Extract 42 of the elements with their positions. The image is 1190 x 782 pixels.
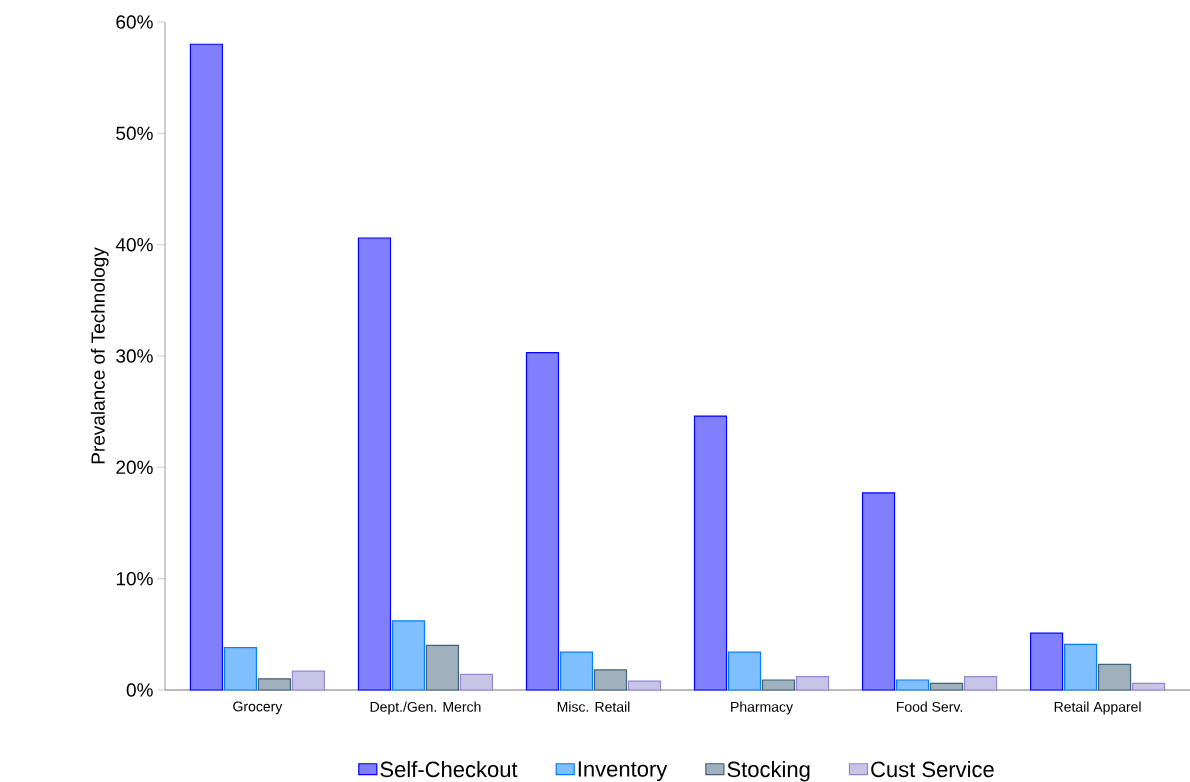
bar xyxy=(761,679,796,691)
bar xyxy=(861,492,896,691)
bar xyxy=(357,237,392,691)
legend-label: Cust Service xyxy=(871,761,994,778)
y-tick-label: 50% xyxy=(116,126,153,141)
bar xyxy=(795,676,830,691)
bar xyxy=(627,680,662,691)
y-tick-label: 20% xyxy=(116,460,153,475)
bar xyxy=(391,620,426,691)
bar xyxy=(1063,643,1098,691)
legend-label: Stocking xyxy=(727,761,810,782)
x-tick-label: Food Serv. xyxy=(896,701,962,712)
legend-label: Self-Checkout xyxy=(380,761,518,778)
bar xyxy=(459,673,494,691)
bar xyxy=(727,651,762,691)
bar xyxy=(223,647,258,691)
bar xyxy=(693,415,728,691)
y-tick-label: 40% xyxy=(115,237,153,252)
bar xyxy=(1029,632,1064,691)
bar xyxy=(291,670,326,691)
bar xyxy=(189,43,224,691)
y-tick-label: 30% xyxy=(116,349,153,363)
x-tick-label: Pharmacy xyxy=(731,701,793,715)
x-tick-label: Retail Apparel xyxy=(1054,701,1141,715)
bar xyxy=(559,651,594,691)
bar xyxy=(929,682,964,691)
bar xyxy=(257,678,292,691)
bar xyxy=(1097,663,1132,691)
y-tick-label: 60% xyxy=(116,15,153,29)
bar xyxy=(593,669,628,691)
y-tick-label: 0% xyxy=(126,683,153,697)
y-tick-label: 10% xyxy=(116,571,153,586)
x-tick-label: Dept./Gen. Merch xyxy=(370,701,481,715)
bar xyxy=(895,679,930,691)
y-axis-title: Prevalance of Technology xyxy=(90,247,109,464)
bar xyxy=(1131,682,1166,691)
bar xyxy=(425,644,460,691)
legend-label: Inventory xyxy=(578,761,668,782)
bar xyxy=(963,676,998,691)
bar xyxy=(525,352,560,691)
x-tick-label: Misc. Retail xyxy=(557,701,630,712)
x-tick-label: Grocery xyxy=(233,701,283,715)
